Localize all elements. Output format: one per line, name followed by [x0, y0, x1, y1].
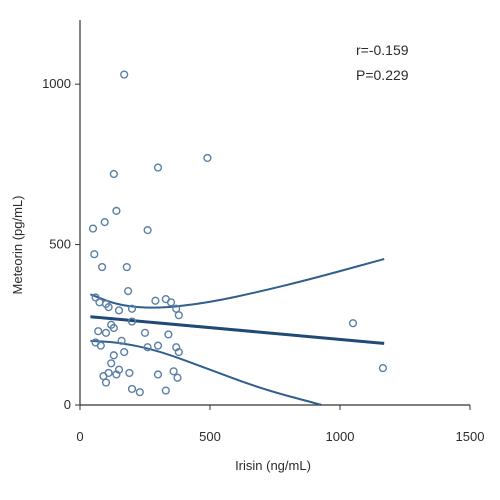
y-axis-title: Meteorin (pg/mL) — [10, 196, 25, 295]
y-tick-label-1: 500 — [49, 237, 71, 252]
data-point-23 — [127, 317, 137, 326]
annotation-r: r=-0.159 — [356, 42, 409, 58]
data-point-9 — [97, 262, 107, 272]
data-point-7 — [143, 226, 152, 235]
data-point-49 — [135, 388, 144, 397]
data-point-27 — [109, 323, 118, 333]
data-point-1 — [203, 153, 212, 163]
plot-area: 0 500 1000 1500 0 500 1000 — [42, 20, 484, 444]
data-point-43 — [112, 370, 121, 379]
data-point-51 — [101, 378, 111, 387]
data-point-16 — [114, 306, 124, 315]
data-point-13 — [95, 298, 104, 307]
data-point-8 — [90, 250, 99, 259]
data-point-35 — [143, 343, 152, 352]
data-point-2 — [153, 163, 163, 172]
data-point-47 — [173, 373, 182, 382]
data-point-29 — [164, 330, 173, 339]
data-point-5 — [100, 218, 109, 227]
data-point-12 — [91, 293, 100, 302]
annotation-p: P=0.229 — [356, 67, 409, 83]
data-point-0 — [120, 70, 129, 79]
data-point-17 — [127, 304, 137, 313]
data-point-31 — [96, 341, 105, 350]
x-tick-label-3: 1500 — [456, 429, 485, 444]
x-axis-title: Irisin (ng/mL) — [235, 458, 311, 473]
ci-upper-line — [90, 258, 385, 309]
data-point-36 — [153, 341, 163, 350]
data-point-38 — [174, 347, 183, 357]
y-tick-label-0: 0 — [64, 397, 71, 412]
ci-lower-line — [90, 339, 323, 406]
y-tick-label-2: 1000 — [42, 76, 71, 91]
x-tick-label-0: 0 — [76, 429, 83, 444]
data-point-45 — [153, 370, 163, 379]
data-point-15 — [104, 303, 113, 312]
regression-line — [90, 315, 385, 345]
data-point-26 — [101, 328, 111, 337]
data-point-32 — [117, 336, 126, 345]
data-point-50 — [161, 386, 170, 395]
data-point-3 — [109, 169, 118, 179]
data-point-46 — [169, 367, 178, 376]
data-point-25 — [94, 327, 103, 336]
x-tick-label-1: 500 — [199, 429, 221, 444]
data-point-4 — [112, 206, 121, 215]
data-point-18 — [151, 296, 160, 305]
data-point-53 — [378, 364, 388, 373]
data-point-33 — [120, 347, 129, 357]
data-point-10 — [122, 262, 131, 272]
data-point-44 — [125, 368, 134, 378]
data-point-28 — [140, 328, 150, 337]
data-point-34 — [109, 351, 118, 360]
data-point-20 — [166, 298, 176, 307]
x-tick-label-2: 1000 — [326, 429, 355, 444]
data-point-11 — [124, 287, 133, 296]
data-point-39 — [107, 359, 116, 368]
data-point-6 — [88, 224, 98, 233]
data-point-52 — [348, 319, 358, 328]
data-point-22 — [174, 311, 183, 320]
data-point-48 — [127, 384, 137, 394]
